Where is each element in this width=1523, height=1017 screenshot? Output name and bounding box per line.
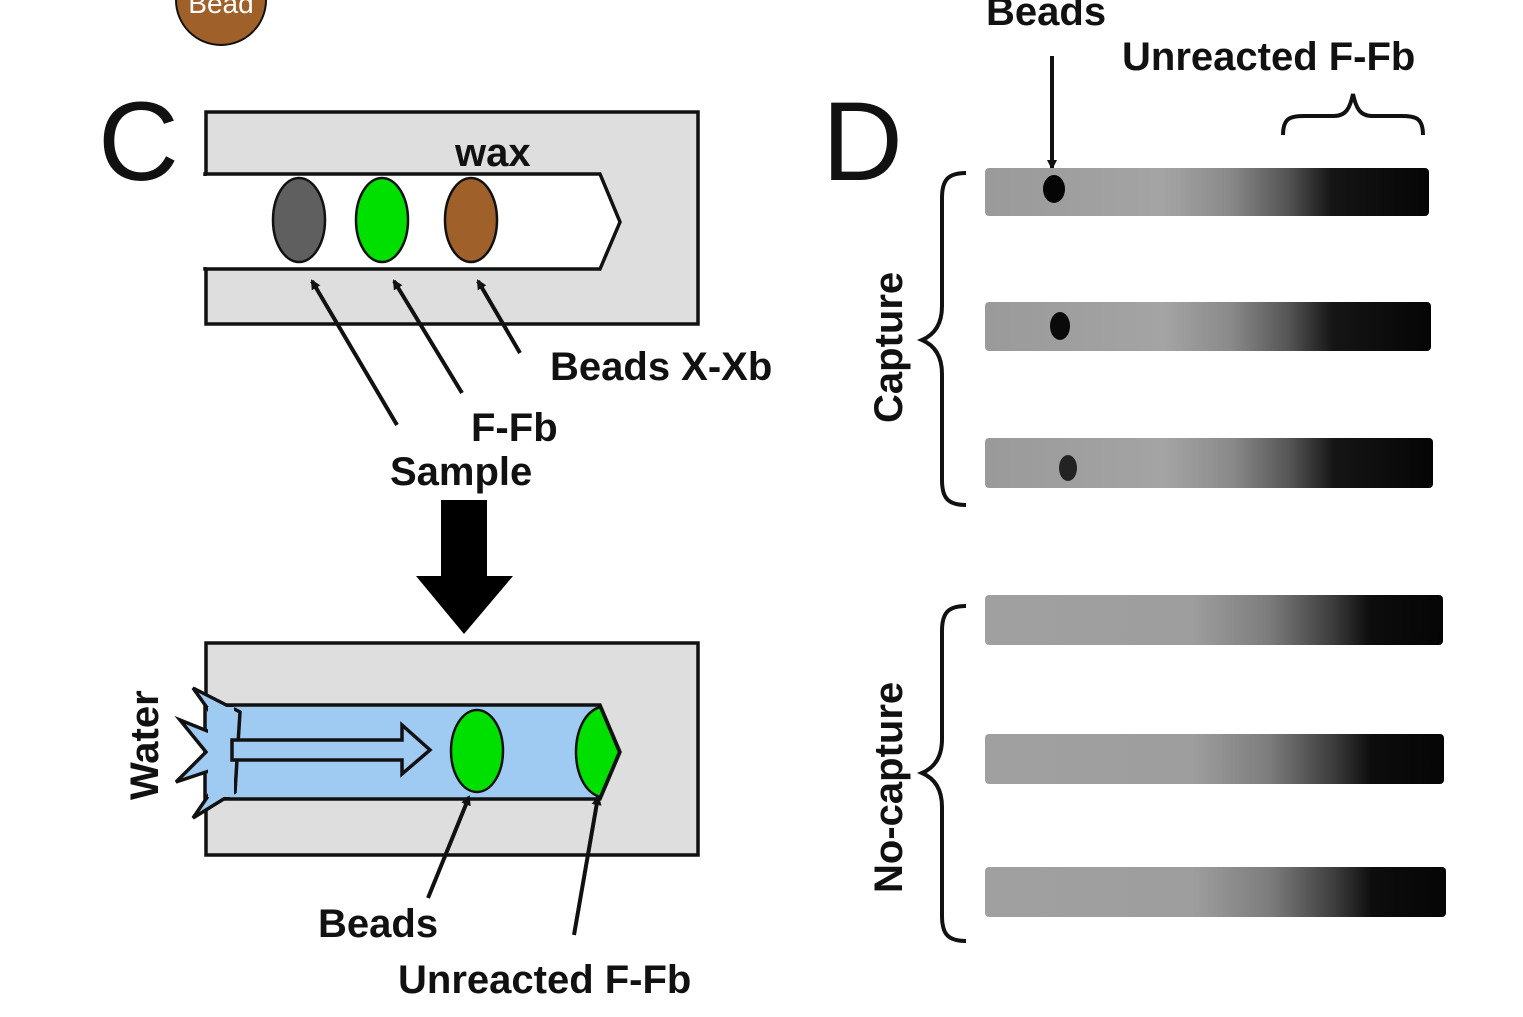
process-arrow bbox=[416, 500, 513, 634]
panel-d-letter: D bbox=[822, 79, 903, 204]
strip bbox=[985, 734, 1444, 784]
bead-spot bbox=[1059, 455, 1077, 481]
arrow-to-unreacted-ffb bbox=[572, 795, 602, 936]
water-label: Water bbox=[123, 690, 167, 800]
strip-no-capture-3 bbox=[985, 867, 1446, 917]
sample-label: Sample bbox=[390, 450, 532, 494]
device-before: wax bbox=[202, 110, 700, 326]
panel-d: D Beads Unreacted F-Fb Capture No-captur… bbox=[822, 0, 1446, 943]
panel-c: C wax Beads X-Xb F-Fb Sample bbox=[98, 79, 772, 1002]
strip-capture-3 bbox=[985, 438, 1433, 488]
wax-label: wax bbox=[454, 131, 531, 175]
xxb-bead bbox=[443, 176, 499, 264]
ffb-bead bbox=[354, 176, 410, 264]
top-bead-label: Bead bbox=[188, 0, 253, 19]
arrow-to-ffb-bead bbox=[392, 279, 464, 395]
top-partial-bead: Bead bbox=[175, 0, 267, 46]
d-beads-label: Beads bbox=[986, 0, 1106, 34]
strip-no-capture-1 bbox=[985, 595, 1443, 645]
device-after bbox=[174, 641, 700, 857]
strip-no-capture-2 bbox=[985, 734, 1444, 784]
captured-bead bbox=[449, 708, 505, 794]
d-unreacted-label: Unreacted F-Fb bbox=[1122, 35, 1415, 79]
beads-bottom-label: Beads bbox=[318, 902, 438, 946]
beads-xxb-label: Beads X-Xb bbox=[550, 345, 772, 389]
strips bbox=[985, 168, 1446, 917]
bead-spot bbox=[1043, 175, 1065, 203]
arrow-to-captured-beads bbox=[426, 795, 471, 899]
sample-bead bbox=[271, 176, 327, 264]
d-unreacted-brace bbox=[1281, 93, 1425, 136]
strip bbox=[985, 168, 1429, 216]
flow-arrow bbox=[230, 721, 433, 778]
ffb-label: F-Fb bbox=[471, 406, 558, 450]
strip bbox=[985, 595, 1443, 645]
top-bead-circle bbox=[175, 0, 267, 46]
strip bbox=[985, 867, 1446, 917]
device-before-arrows bbox=[310, 279, 522, 427]
capture-brace bbox=[916, 171, 967, 507]
no-capture-brace bbox=[916, 604, 967, 943]
strip bbox=[985, 302, 1431, 351]
water-burst-fill bbox=[208, 707, 234, 797]
device-before-channel bbox=[203, 172, 622, 271]
panel-c-letter: C bbox=[98, 79, 179, 204]
unreacted-bottom-label: Unreacted F-Fb bbox=[398, 958, 691, 1002]
capture-label: Capture bbox=[867, 272, 911, 423]
bead-spot bbox=[1050, 312, 1070, 340]
no-capture-label: No-capture bbox=[867, 682, 911, 893]
arrow-to-xxb-bead bbox=[476, 279, 522, 355]
arrow-to-sample-bead bbox=[310, 279, 399, 427]
strip-capture-1 bbox=[985, 168, 1429, 216]
strip bbox=[985, 438, 1433, 488]
strip-capture-2 bbox=[985, 302, 1431, 351]
